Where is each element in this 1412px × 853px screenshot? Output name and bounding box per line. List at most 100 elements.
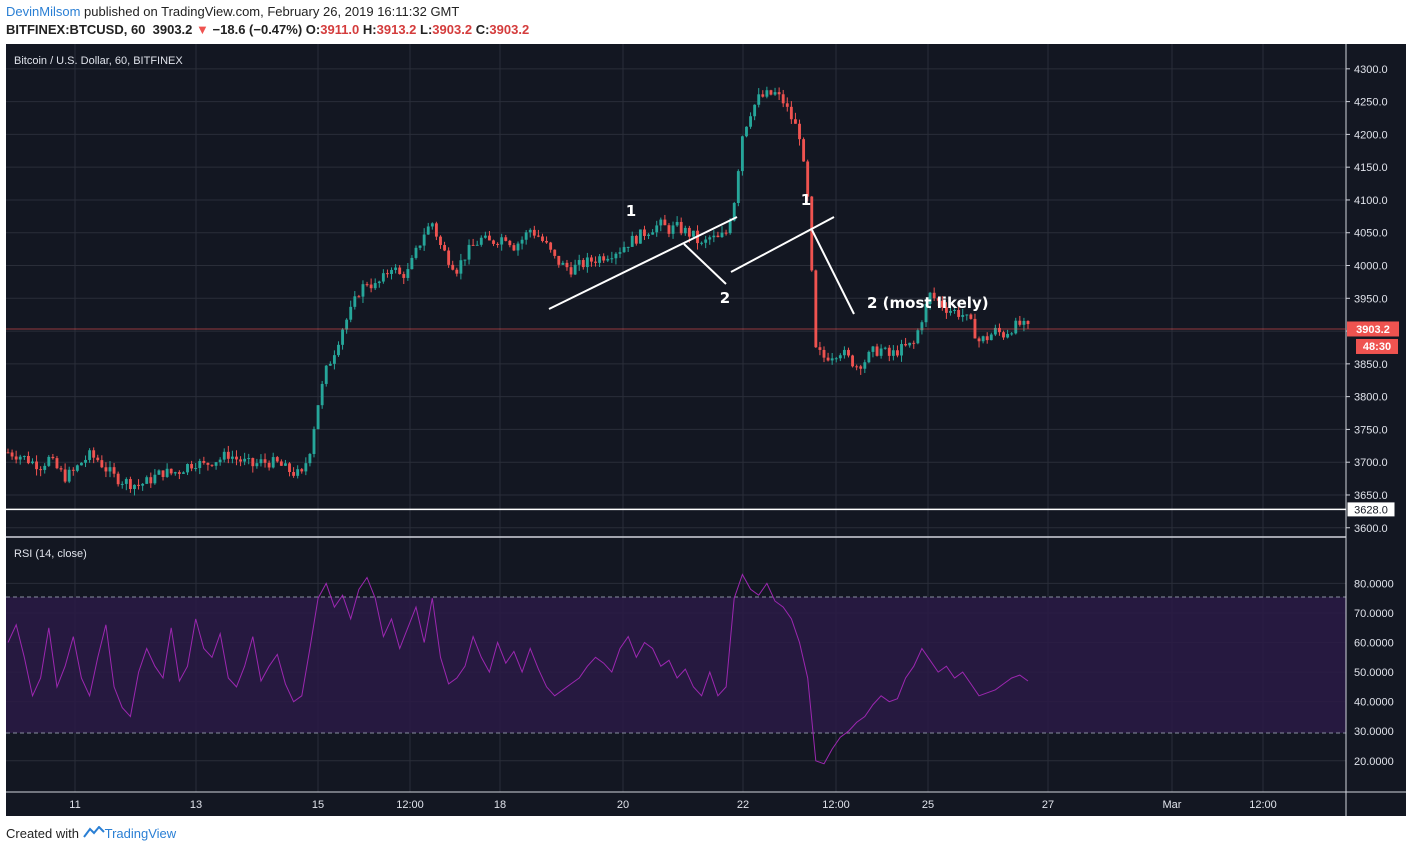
candle-body [414, 247, 418, 258]
rsi-axis[interactable]: 20.0000 30.0000 40.0000 50.0000 60.0000 70.00… [1354, 578, 1394, 767]
candle-body [977, 338, 981, 342]
candle-body [18, 456, 22, 460]
price-tick-label: 4000.0 [1354, 261, 1388, 273]
author-link[interactable]: DevinMilsom [6, 4, 81, 19]
time-tick-label: 27 [1042, 799, 1054, 811]
candle-body [51, 456, 55, 459]
tradingview-link[interactable]: TradingView [104, 826, 177, 841]
time-tick-label: 12:00 [822, 799, 850, 811]
trendline-1[interactable] [548, 216, 738, 310]
candle-body [798, 123, 801, 140]
rsi-tick-label: 30.0000 [1354, 726, 1394, 738]
candle-body [63, 469, 67, 482]
candle-body [908, 342, 912, 346]
candle-body [320, 383, 324, 406]
candlestick-series [6, 86, 1030, 496]
annotation-1a: 1 [626, 202, 636, 220]
countdown-value: 48:30 [1363, 341, 1391, 353]
price-axis[interactable]: 3600.03650.03700.03750.03800.03850.03900… [1346, 64, 1388, 535]
candle-body [337, 344, 340, 356]
candle-body [100, 460, 104, 468]
rsi-line [7, 573, 1029, 765]
candle-body [867, 351, 871, 363]
candle-body [606, 258, 610, 261]
candle-body [226, 451, 230, 459]
publish-info: published on TradingView.com, February 2… [84, 4, 460, 19]
time-axis[interactable]: 11 13 15 12:00 18 20 22 12:00 25 27 Mar 12:00 [69, 799, 1276, 811]
candle-body [430, 223, 434, 227]
candle-body [532, 229, 536, 236]
trend-lines[interactable] [548, 216, 855, 315]
candle-body [386, 273, 389, 275]
rsi-tick-label: 20.0000 [1354, 756, 1394, 768]
candle-body [6, 452, 10, 454]
price-tick-label: 3700.0 [1354, 457, 1388, 469]
candle-body [753, 104, 757, 117]
candle-body [769, 90, 773, 95]
candle-body [104, 467, 108, 472]
candle-body [887, 347, 891, 356]
candle-body [687, 227, 691, 237]
candle-body [316, 405, 320, 430]
candle-body [728, 220, 732, 234]
price-tick-label: 3600.0 [1354, 523, 1388, 535]
candle-body [794, 119, 797, 124]
candle-body [263, 459, 267, 463]
candle-body [133, 484, 136, 489]
rsi-band [6, 597, 1346, 733]
candle-body [524, 232, 528, 240]
time-tick-label: Mar [1163, 799, 1182, 811]
candle-body [390, 269, 393, 275]
candle-body [838, 355, 842, 359]
candle-body [773, 92, 777, 95]
candle-body [304, 463, 308, 472]
candle-body [883, 347, 887, 349]
candle-body [651, 232, 655, 235]
breakdown-line-2[interactable] [811, 229, 855, 315]
breakdown-line-1[interactable] [683, 243, 727, 285]
candle-body [712, 235, 716, 238]
candle-body [998, 327, 1001, 333]
trendline-2[interactable] [730, 216, 835, 273]
last-price-value: 3903.2 [1356, 324, 1390, 336]
candle-body [112, 467, 116, 474]
candle-body [10, 452, 14, 457]
rsi-tick-label: 80.0000 [1354, 578, 1394, 590]
candle-body [614, 253, 618, 259]
price-tick-label: 3850.0 [1354, 359, 1388, 371]
candle-body [667, 225, 671, 234]
candle-body [830, 358, 834, 361]
candle-body [557, 255, 561, 265]
candle-body [549, 242, 553, 250]
candle-body [492, 240, 495, 244]
candle-body [736, 171, 740, 203]
candle-body [936, 298, 940, 301]
candle-body [740, 136, 744, 172]
candle-body [577, 260, 581, 265]
annotation-2a: 2 [720, 289, 730, 307]
price-tick-label: 4050.0 [1354, 228, 1388, 240]
candle-body [671, 225, 675, 234]
candle-body [953, 309, 956, 311]
candle-body [496, 243, 500, 245]
candle-body [655, 225, 659, 233]
candle-body [214, 462, 218, 466]
candle-body [565, 262, 569, 268]
candle-body [243, 458, 247, 462]
candle-body [500, 237, 504, 245]
symbol-label: BITFINEX:BTCUSD, 60 [6, 22, 146, 37]
candle-body [55, 458, 59, 469]
annotation-1b: 1 [801, 191, 811, 209]
candle-body [659, 219, 663, 226]
candle-body [1026, 320, 1030, 325]
candle-body [581, 260, 585, 268]
candle-body [720, 232, 724, 238]
candle-body [818, 347, 822, 350]
candle-body [900, 344, 903, 356]
rsi-tick-label: 70.0000 [1354, 608, 1394, 620]
candle-body [965, 314, 969, 316]
candle-body [308, 453, 312, 464]
candle-body [39, 469, 43, 471]
candle-body [483, 235, 487, 238]
